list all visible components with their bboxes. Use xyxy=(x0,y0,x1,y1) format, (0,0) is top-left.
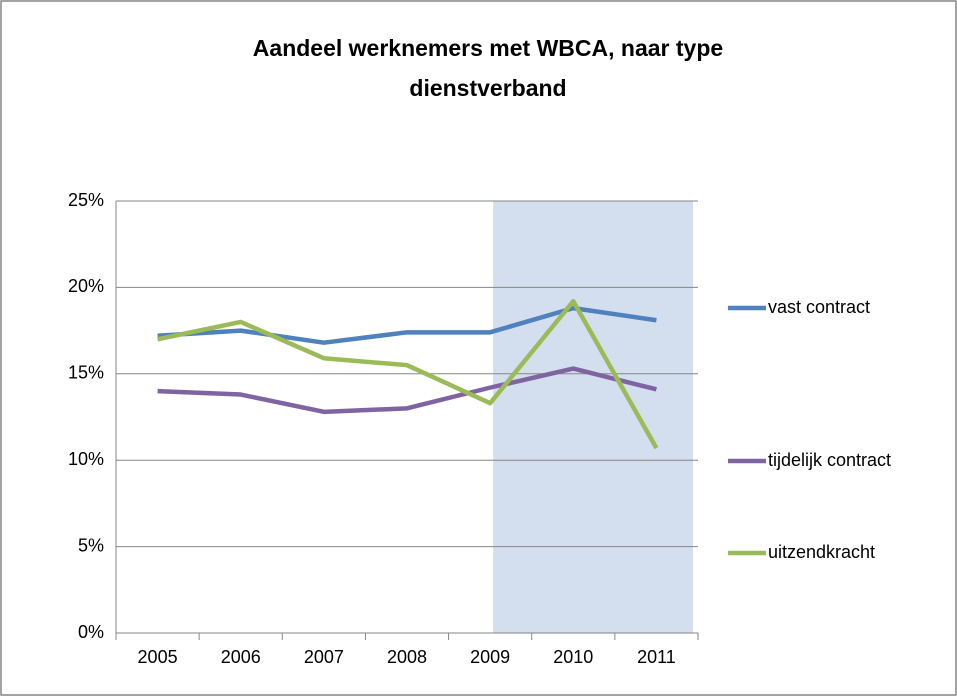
x-tick-label: 2011 xyxy=(637,647,676,667)
x-tick-label: 2007 xyxy=(304,647,344,667)
y-tick-label: 20% xyxy=(68,276,104,296)
legend-label: uitzendkracht xyxy=(768,542,875,562)
series-line xyxy=(157,298,659,450)
y-tick-label: 25% xyxy=(68,190,104,210)
highlight-band xyxy=(493,201,693,633)
y-tick-label: 15% xyxy=(68,363,104,383)
x-tick-label: 2010 xyxy=(553,647,593,667)
legend-label: tijdelijk contract xyxy=(768,450,891,470)
y-tick-label: 0% xyxy=(78,622,104,642)
x-tick-label: 2008 xyxy=(387,647,427,667)
y-tick-label: 10% xyxy=(68,449,104,469)
x-tick-label: 2006 xyxy=(221,647,261,667)
chart-title: Aandeel werknemers met WBCA, naar type xyxy=(253,35,723,61)
series-line xyxy=(157,305,657,345)
y-tick-label: 5% xyxy=(78,535,104,555)
chart-title: dienstverband xyxy=(409,75,566,101)
series-line xyxy=(157,366,657,415)
x-tick-label: 2005 xyxy=(138,647,178,667)
legend-label: vast contract xyxy=(768,297,870,317)
x-tick-label: 2009 xyxy=(470,647,510,667)
